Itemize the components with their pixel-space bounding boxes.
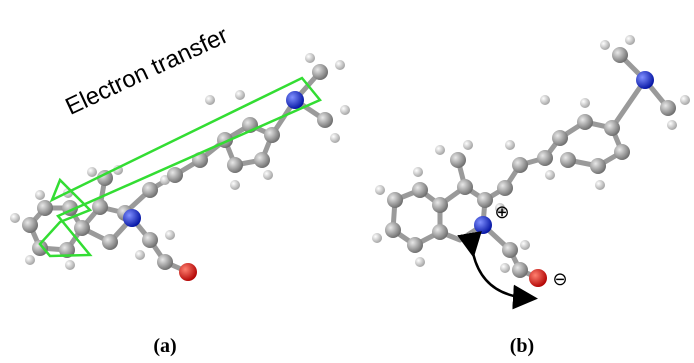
oxygen: [179, 263, 197, 281]
negative-charge: ⊖: [552, 269, 567, 289]
molecule-a: [10, 53, 350, 281]
positive-charge: ⊕: [494, 202, 509, 222]
nitrogen: [286, 91, 304, 109]
page: {"annotation": "Electron transfer", "pan…: [0, 0, 694, 363]
panel-label: (a): [153, 335, 176, 357]
hydrogens: [372, 35, 690, 273]
oxygen: [529, 269, 547, 287]
figure: Electron transfer: [0, 0, 694, 363]
panel-label: (b): [510, 335, 534, 357]
nitrogen: [474, 216, 492, 234]
nitrogen: [123, 209, 141, 227]
nitrogen: [636, 71, 654, 89]
annotation: Electron transfer: [61, 22, 232, 121]
molecule-b: [372, 35, 690, 287]
